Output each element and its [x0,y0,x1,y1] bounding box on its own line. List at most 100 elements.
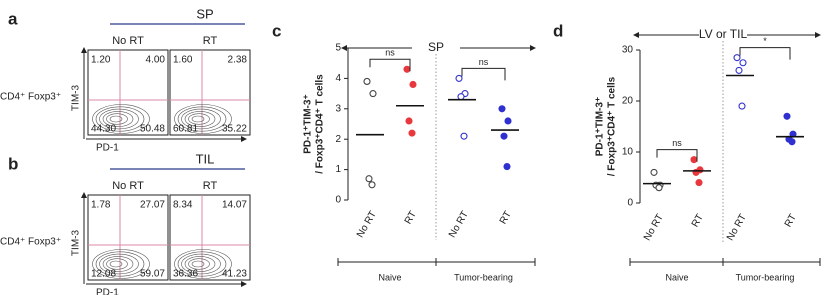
quadrant-value: 1.20 [91,55,111,66]
y-axis-label: / Foxp3⁺CD4⁺ T cells [315,74,326,174]
chart-title: LV or TIL [699,27,748,41]
x-tick-label: RT [783,212,799,229]
column-header: No RT [112,180,144,192]
contour [184,111,216,127]
group-label: Tumor-bearing [454,272,513,282]
y-axis-label: TIM-3 [71,230,82,257]
quadrant-value: 41.23 [222,269,247,280]
quadrant-value: 50.48 [140,124,165,135]
y-tick-label: 0 [335,195,341,206]
contour [177,251,227,277]
flow-plot [169,194,251,281]
row-label: CD4⁺ Foxp3⁺ [0,237,61,248]
column-header: No RT [112,35,144,47]
contour [109,115,123,123]
data-point [498,105,506,113]
flow-title: SP [196,6,213,21]
data-point [408,129,416,137]
panel-letter: c [272,21,281,40]
contour [181,108,221,130]
y-tick-label: 20 [622,96,634,107]
y-tick-label: 3 [335,103,341,114]
quadrant-value: 1.78 [91,200,111,211]
sig-label: * [763,36,767,46]
y-axis-label: / Foxp3⁺CD4⁺ T cells [607,76,618,176]
y-axis-label: PD-1⁺TIM-3⁺ [595,97,606,156]
y-axis-label: TIM-3 [71,85,82,112]
data-point [405,117,413,125]
contour [188,258,210,270]
data-point [409,80,417,89]
x-axis-label: PD-1 [96,288,119,295]
y-tick-label: 0 [627,198,633,209]
quadrant-value: 1.60 [173,55,193,66]
contour [191,115,205,123]
contour [99,253,139,275]
contour [92,249,150,279]
contour [99,108,139,130]
row-label: CD4⁺ Foxp3⁺ [0,92,61,103]
data-point [455,74,463,82]
contour [109,260,123,268]
x-tick-label: RT [403,209,419,226]
group-label: Naive [665,272,688,282]
group-label: Tumor-bearing [736,272,795,282]
quadrant-value: 60.81 [173,124,198,135]
contour [92,104,150,134]
contour [102,256,134,272]
y-tick-label: 4 [335,73,341,84]
panel-letter: d [553,21,563,40]
data-point [783,112,791,120]
data-point [500,132,508,140]
y-tick-label: 5 [335,43,341,54]
panel-letter: b [8,154,18,173]
data-point [738,102,746,110]
data-point [695,179,703,187]
x-tick-label: No RT [355,209,379,239]
y-tick-label: 2 [335,134,341,145]
contour [191,260,205,268]
data-point [365,175,373,183]
sig-label: ns [385,48,395,58]
data-point [460,132,468,140]
quadrant-value: 14.07 [222,200,247,211]
contour [174,104,232,134]
data-point [457,93,465,101]
quadrant-value: 8.34 [173,200,193,211]
data-point [655,184,663,192]
sig-label: ns [479,57,489,67]
x-tick-label: RT [498,209,514,226]
contour [174,249,232,279]
quadrant-value: 35.22 [222,124,247,135]
data-point [739,59,747,67]
column-header: RT [203,180,218,192]
sig-bracket [461,67,506,81]
flow-title: TIL [196,151,215,166]
contour [106,258,128,270]
flow-plot [87,194,169,281]
contour [177,106,227,132]
quadrant-value: 59.07 [140,269,165,280]
quadrant-value: 36.36 [173,269,198,280]
data-point [369,90,377,98]
x-tick-label: No RT [447,209,471,239]
quadrant-value: 12.08 [91,269,116,280]
data-point [504,117,512,125]
data-point [690,156,698,164]
x-tick-label: No RT [642,212,666,242]
data-point [368,181,376,189]
y-tick-label: 30 [622,45,634,56]
contour [95,106,145,132]
y-axis-label: PD-1⁺TIM-3⁺ [303,94,314,153]
data-point [733,54,741,62]
quadrant-value: 27.07 [140,200,165,211]
y-tick-label: 1 [335,164,341,175]
data-point [650,168,658,176]
sig-bracket [369,58,411,72]
flow-plot [169,49,251,136]
data-point [735,66,743,74]
flow-plot [87,49,169,136]
contour [102,111,134,127]
panel-letter: a [8,9,18,28]
y-tick-label: 10 [622,147,634,158]
